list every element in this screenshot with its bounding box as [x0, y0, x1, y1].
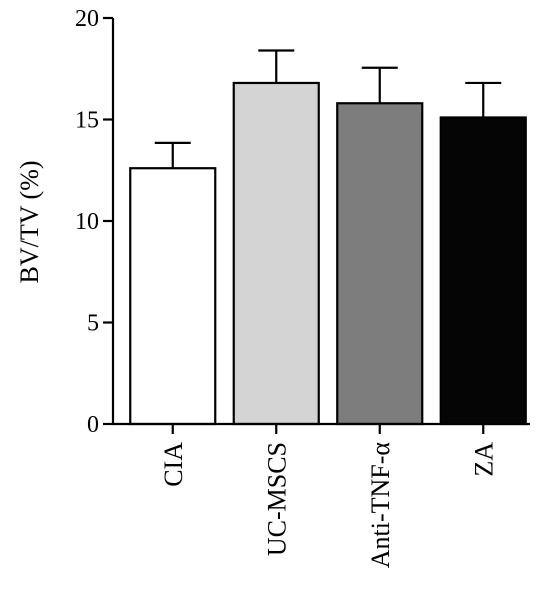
y-tick-label: 0 [87, 412, 99, 438]
bar-anti-tnf- [336, 102, 424, 426]
y-tick-label: 15 [75, 108, 99, 134]
y-tick-label: 10 [75, 209, 99, 235]
x-category-label: Anti-TNF-α [366, 442, 395, 569]
y-axis: 0 5 10 15 20 [75, 6, 115, 438]
y-tick-label: 20 [75, 6, 99, 32]
y-axis-title: BV/TV (%) [15, 160, 44, 283]
x-category-label: ZA [469, 442, 498, 477]
y-tick-label: 5 [87, 311, 99, 337]
bar-uc-mscs [232, 81, 320, 426]
error-bars-group [154, 49, 502, 169]
x-axis: CIA UC-MSCS Anti-TNF-α ZA [112, 422, 530, 569]
x-category-label: UC-MSCS [262, 442, 291, 556]
bar-za [439, 116, 527, 426]
bars-group [129, 81, 527, 426]
bar-cia [129, 167, 217, 426]
x-category-label: CIA [159, 442, 188, 487]
